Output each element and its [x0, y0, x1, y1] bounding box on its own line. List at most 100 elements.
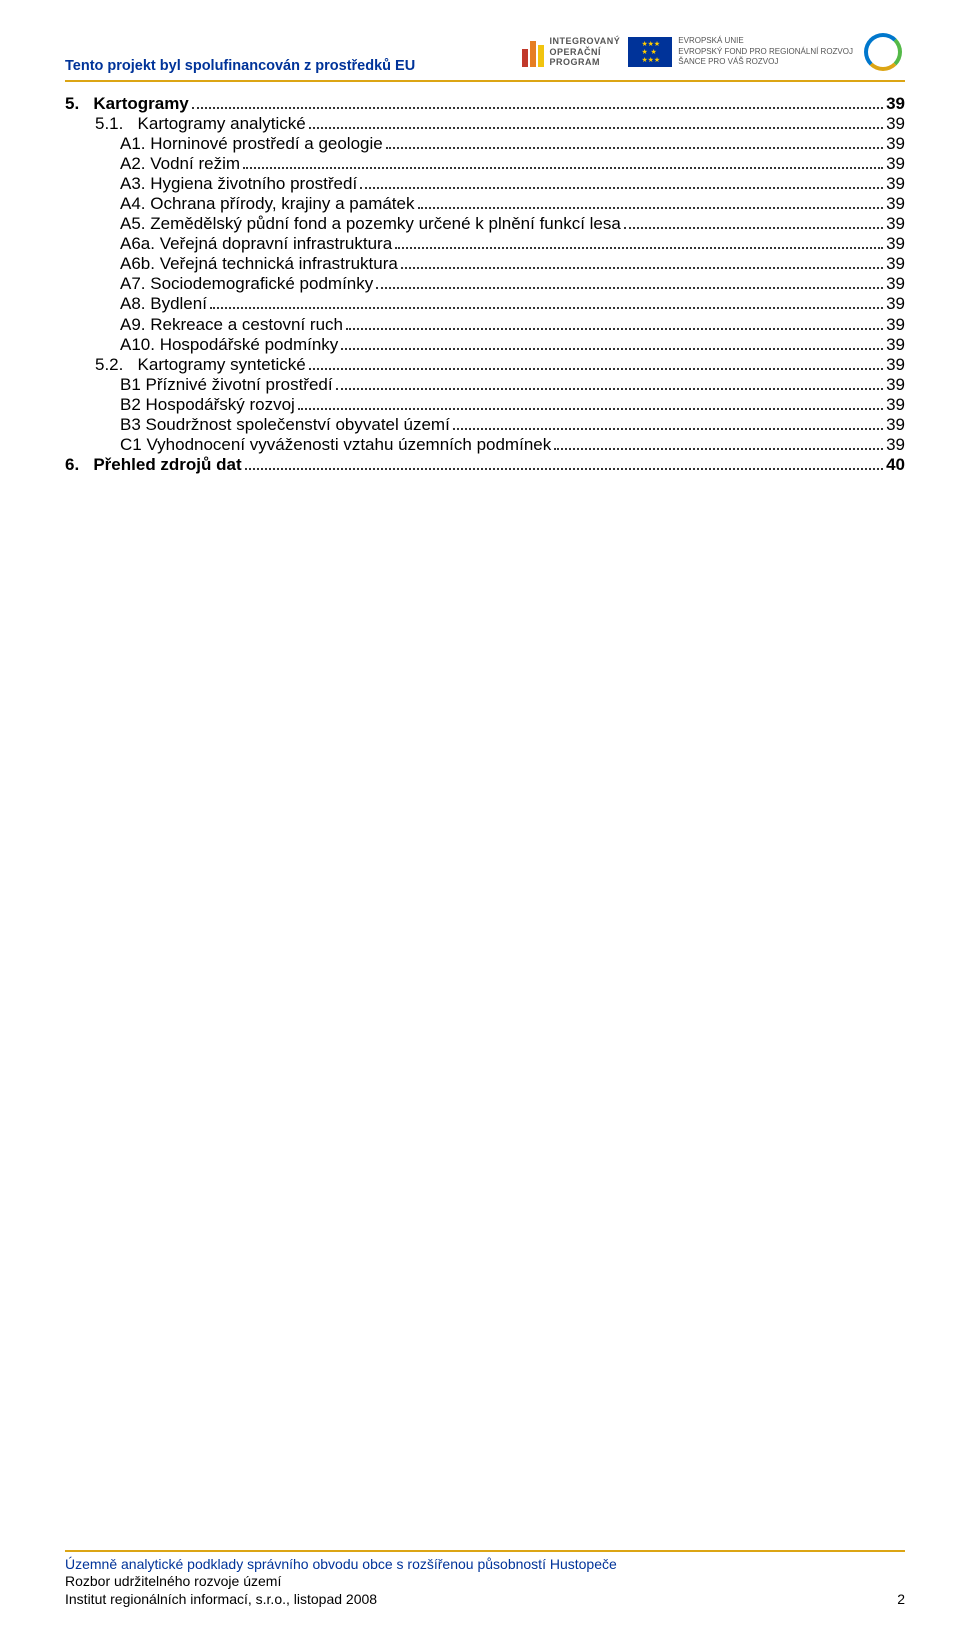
iop-label-2: OPERAČNÍ	[549, 47, 620, 58]
toc-leader-dots	[210, 298, 883, 309]
toc-row: B3 Soudržnost společenství obyvatel územ…	[65, 415, 905, 435]
toc-entry-page: 39	[886, 114, 905, 134]
eu-stars-icon: ★ ★ ★★ ★★ ★ ★	[641, 40, 659, 64]
toc-row: A6b. Veřejná technická infrastruktura 39	[65, 254, 905, 274]
header-subtitle: Tento projekt byl spolufinancován z pros…	[65, 58, 415, 74]
iop-logo: INTEGROVANÝ OPERAČNÍ PROGRAM	[522, 36, 620, 68]
toc-leader-dots	[192, 98, 883, 109]
iop-logo-bars	[522, 37, 544, 67]
toc-row: A2. Vodní režim 39	[65, 154, 905, 174]
toc-row: A10. Hospodářské podmínky 39	[65, 335, 905, 355]
toc-entry-page: 39	[886, 435, 905, 455]
toc-row: B1 Příznivé životní prostředí 39	[65, 375, 905, 395]
toc-entry-label: 5. Kartogramy	[65, 94, 189, 114]
eu-line3: ŠANCE PRO VÁŠ ROZVOJ	[678, 57, 853, 67]
toc-leader-dots	[346, 318, 883, 329]
toc-entry-label: A3. Hygiena životního prostředí	[120, 174, 357, 194]
toc-entry-label: A7. Sociodemografické podmínky	[120, 274, 373, 294]
toc-leader-dots	[376, 278, 883, 289]
page-footer: Územně analytické podklady správního obv…	[65, 1550, 905, 1609]
toc-leader-dots	[624, 218, 883, 229]
toc-entry-label: A9. Rekreace a cestovní ruch	[120, 315, 343, 335]
toc-entry-page: 39	[886, 234, 905, 254]
toc-row: A3. Hygiena životního prostředí 39	[65, 174, 905, 194]
footer-line-1: Územně analytické podklady správního obv…	[65, 1556, 905, 1574]
document-page: Tento projekt byl spolufinancován z pros…	[0, 0, 960, 1638]
toc-entry-page: 40	[886, 455, 905, 475]
toc-entry-page: 39	[886, 375, 905, 395]
toc-row: A1. Horninové prostředí a geologie 39	[65, 134, 905, 154]
ministry-round-logo-icon	[861, 30, 905, 74]
toc-entry-label: A4. Ochrana přírody, krajiny a památek	[120, 194, 415, 214]
toc-entry-label: A2. Vodní režim	[120, 154, 240, 174]
toc-leader-dots	[243, 158, 883, 169]
eu-logo: ★ ★ ★★ ★★ ★ ★ EVROPSKÁ UNIE EVROPSKÝ FON…	[628, 36, 853, 67]
toc-leader-dots	[341, 338, 883, 349]
toc-entry-page: 39	[886, 355, 905, 375]
toc-row: B2 Hospodářský rozvoj 39	[65, 395, 905, 415]
toc-row: A7. Sociodemografické podmínky 39	[65, 274, 905, 294]
toc-entry-page: 39	[886, 395, 905, 415]
eu-flag-icon: ★ ★ ★★ ★★ ★ ★	[628, 37, 672, 67]
footer-page-number: 2	[897, 1591, 905, 1609]
toc-entry-page: 39	[886, 194, 905, 214]
toc-entry-label: A5. Zemědělský půdní fond a pozemky urče…	[120, 214, 621, 234]
toc-row: 5.1. Kartogramy analytické 39	[65, 114, 905, 134]
toc-entry-page: 39	[886, 274, 905, 294]
toc-leader-dots	[401, 258, 883, 269]
toc-leader-dots	[336, 378, 883, 389]
header-row: Tento projekt byl spolufinancován z pros…	[65, 30, 905, 74]
toc-entry-page: 39	[886, 315, 905, 335]
toc-row: 6. Přehled zdrojů dat 40	[65, 455, 905, 475]
toc-leader-dots	[386, 138, 883, 149]
footer-bottom-row: Institut regionálních informací, s.r.o.,…	[65, 1591, 905, 1609]
toc-entry-label: A6a. Veřejná dopravní infrastruktura	[120, 234, 392, 254]
eu-line2: EVROPSKÝ FOND PRO REGIONÁLNÍ ROZVOJ	[678, 47, 853, 57]
page-header: Tento projekt byl spolufinancován z pros…	[65, 30, 905, 82]
header-logos: INTEGROVANÝ OPERAČNÍ PROGRAM ★ ★ ★★ ★★ ★…	[522, 30, 905, 74]
toc-entry-label: B1 Příznivé životní prostředí	[120, 375, 333, 395]
eu-logo-text: EVROPSKÁ UNIE EVROPSKÝ FOND PRO REGIONÁL…	[678, 36, 853, 67]
toc-entry-page: 39	[886, 134, 905, 154]
toc-entry-page: 39	[886, 214, 905, 234]
toc-leader-dots	[395, 238, 883, 249]
toc-entry-page: 39	[886, 294, 905, 314]
toc-entry-page: 39	[886, 174, 905, 194]
toc-leader-dots	[453, 418, 883, 429]
toc-entry-label: A10. Hospodářské podmínky	[120, 335, 338, 355]
toc-leader-dots	[309, 358, 883, 369]
toc-leader-dots	[309, 118, 883, 129]
toc-entry-label: B3 Soudržnost společenství obyvatel územ…	[120, 415, 450, 435]
toc-leader-dots	[418, 198, 884, 209]
toc-leader-dots	[245, 459, 883, 470]
toc-entry-label: 5.2. Kartogramy syntetické	[95, 355, 306, 375]
table-of-contents: 5. Kartogramy 395.1. Kartogramy analytic…	[65, 94, 905, 475]
toc-row: A9. Rekreace a cestovní ruch 39	[65, 315, 905, 335]
eu-line1: EVROPSKÁ UNIE	[678, 36, 853, 46]
toc-entry-label: 6. Přehled zdrojů dat	[65, 455, 242, 475]
toc-row: 5. Kartogramy 39	[65, 94, 905, 114]
toc-row: A5. Zemědělský půdní fond a pozemky urče…	[65, 214, 905, 234]
toc-entry-label: B2 Hospodářský rozvoj	[120, 395, 295, 415]
toc-leader-dots	[298, 398, 883, 409]
toc-row: A8. Bydlení 39	[65, 294, 905, 314]
toc-entry-page: 39	[886, 154, 905, 174]
iop-logo-text: INTEGROVANÝ OPERAČNÍ PROGRAM	[549, 36, 620, 68]
toc-row: 5.2. Kartogramy syntetické 39	[65, 355, 905, 375]
toc-entry-label: A6b. Veřejná technická infrastruktura	[120, 254, 398, 274]
footer-line-3: Institut regionálních informací, s.r.o.,…	[65, 1591, 377, 1609]
toc-entry-page: 39	[886, 335, 905, 355]
toc-leader-dots	[360, 178, 883, 189]
iop-label-3: PROGRAM	[549, 57, 620, 68]
toc-entry-label: 5.1. Kartogramy analytické	[95, 114, 306, 134]
footer-line-2: Rozbor udržitelného rozvoje území	[65, 1573, 905, 1591]
toc-row: C1 Vyhodnocení vyváženosti vztahu územní…	[65, 435, 905, 455]
toc-entry-page: 39	[886, 254, 905, 274]
toc-row: A6a. Veřejná dopravní infrastruktura 39	[65, 234, 905, 254]
toc-entry-label: C1 Vyhodnocení vyváženosti vztahu územní…	[120, 435, 551, 455]
toc-entry-page: 39	[886, 94, 905, 114]
toc-entry-page: 39	[886, 415, 905, 435]
toc-row: A4. Ochrana přírody, krajiny a památek 3…	[65, 194, 905, 214]
toc-entry-label: A8. Bydlení	[120, 294, 207, 314]
toc-leader-dots	[554, 438, 883, 449]
